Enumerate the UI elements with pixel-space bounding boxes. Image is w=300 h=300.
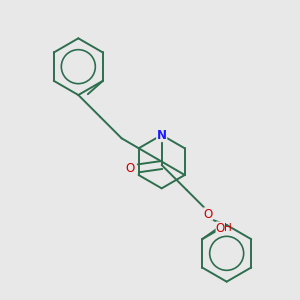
Text: O: O: [204, 208, 213, 220]
Text: O: O: [216, 222, 225, 235]
Text: O: O: [125, 162, 135, 175]
Text: H: H: [224, 223, 232, 233]
Text: N: N: [157, 128, 167, 142]
